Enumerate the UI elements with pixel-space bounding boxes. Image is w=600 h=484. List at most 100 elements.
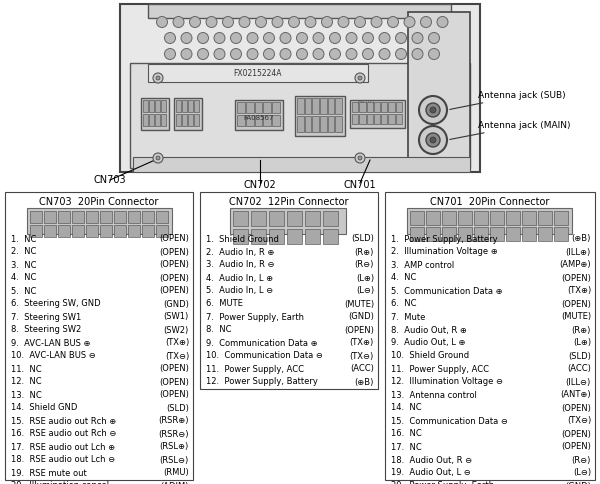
Text: (ACC): (ACC) [350,364,374,374]
Text: (GND): (GND) [565,482,591,484]
Text: 12.  Illumination Voltage ⊖: 12. Illumination Voltage ⊖ [391,378,503,387]
Bar [335,116,342,132]
Bar [367,114,373,124]
Text: (R⊖): (R⊖) [572,455,591,465]
Text: (RMU): (RMU) [163,469,189,478]
Text: 6.  NC: 6. NC [391,300,416,308]
Circle shape [322,16,332,28]
Text: 14.  NC: 14. NC [391,404,422,412]
Bar [506,227,520,241]
Circle shape [388,16,398,28]
Circle shape [230,48,241,60]
Bar [194,114,199,126]
Bar [522,227,536,241]
Bar [161,114,166,126]
Bar [272,115,280,126]
Bar [246,102,254,113]
Bar [385,192,595,480]
Circle shape [214,48,225,60]
Bar [305,98,311,114]
Bar [287,211,302,226]
Bar [396,114,402,124]
Bar [269,229,284,244]
Bar [407,208,572,234]
Text: (SLD): (SLD) [166,404,189,412]
Bar [194,100,199,112]
Bar [128,225,139,237]
Text: CN701: CN701 [344,180,376,190]
Bar [426,211,439,225]
Bar [251,211,266,226]
Circle shape [230,32,241,44]
Bar [161,100,166,112]
Text: FN701: FN701 [358,101,376,106]
Text: 2.  Illumination Voltage ⊕: 2. Illumination Voltage ⊕ [391,247,498,257]
Bar [458,227,472,241]
Text: (⊕B): (⊕B) [572,235,591,243]
Circle shape [153,153,163,163]
Text: (ILL⊕): (ILL⊕) [566,247,591,257]
Text: 11.  Power Supply, ACC: 11. Power Supply, ACC [391,364,489,374]
Bar [538,211,551,225]
Bar [100,211,112,223]
Text: (SW2): (SW2) [164,326,189,334]
Bar [143,100,148,112]
Bar [237,115,245,126]
Bar [237,102,245,113]
Text: (OPEN): (OPEN) [561,404,591,412]
Text: 19.  Audio Out, L ⊖: 19. Audio Out, L ⊖ [391,469,471,478]
Text: 1.  Power Supply, Battery: 1. Power Supply, Battery [391,235,497,243]
Circle shape [197,48,209,60]
Bar [200,192,378,389]
Text: 17.  NC: 17. NC [391,442,422,452]
Text: 8.  Audio Out, R ⊕: 8. Audio Out, R ⊕ [391,326,467,334]
Circle shape [437,16,448,28]
Bar [230,208,346,234]
Circle shape [156,156,160,160]
Text: CN702: CN702 [244,180,277,190]
Circle shape [263,48,275,60]
Text: 5.  Communication Data ⊕: 5. Communication Data ⊕ [391,287,503,296]
Bar [320,116,326,132]
Text: 1.  Shield Ground: 1. Shield Ground [206,235,279,243]
Bar [352,114,358,124]
Circle shape [358,76,362,80]
Bar [297,116,304,132]
Text: (RSL⊕): (RSL⊕) [160,442,189,452]
Bar [313,98,319,114]
Circle shape [223,16,233,28]
Text: (GND): (GND) [163,300,189,308]
Bar [426,227,439,241]
Bar [188,100,193,112]
Text: (OPEN): (OPEN) [561,273,591,283]
Circle shape [426,133,440,147]
Text: 18.  RSE audio out Lch ⊖: 18. RSE audio out Lch ⊖ [11,455,115,465]
Bar [142,211,154,223]
Bar [182,114,187,126]
Bar [554,227,568,241]
Text: (L⊕): (L⊕) [573,338,591,348]
Bar [128,211,139,223]
Circle shape [358,156,362,160]
Circle shape [412,48,423,60]
Bar [233,211,248,226]
Text: (SW1): (SW1) [164,313,189,321]
Circle shape [430,107,436,113]
Bar [120,4,480,172]
Text: (ADIM): (ADIM) [161,482,189,484]
Text: 6.  Steering SW, GND: 6. Steering SW, GND [11,300,101,308]
Text: 2.  Audio In, R ⊕: 2. Audio In, R ⊕ [206,247,274,257]
Circle shape [164,48,176,60]
Text: (OPEN): (OPEN) [561,429,591,439]
Circle shape [256,16,266,28]
Bar [388,114,395,124]
Text: 17.  RSE audio out Lch ⊕: 17. RSE audio out Lch ⊕ [11,442,115,452]
Circle shape [338,16,349,28]
Bar [381,114,388,124]
Bar [5,192,193,480]
Text: 11.  NC: 11. NC [11,364,41,374]
Bar [522,211,536,225]
Text: (MUTE): (MUTE) [344,300,374,308]
Bar [328,116,334,132]
Circle shape [313,48,324,60]
